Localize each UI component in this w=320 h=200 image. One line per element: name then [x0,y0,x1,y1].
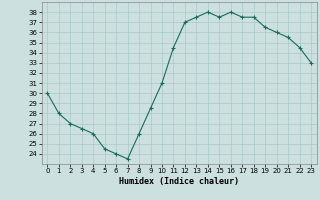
X-axis label: Humidex (Indice chaleur): Humidex (Indice chaleur) [119,177,239,186]
